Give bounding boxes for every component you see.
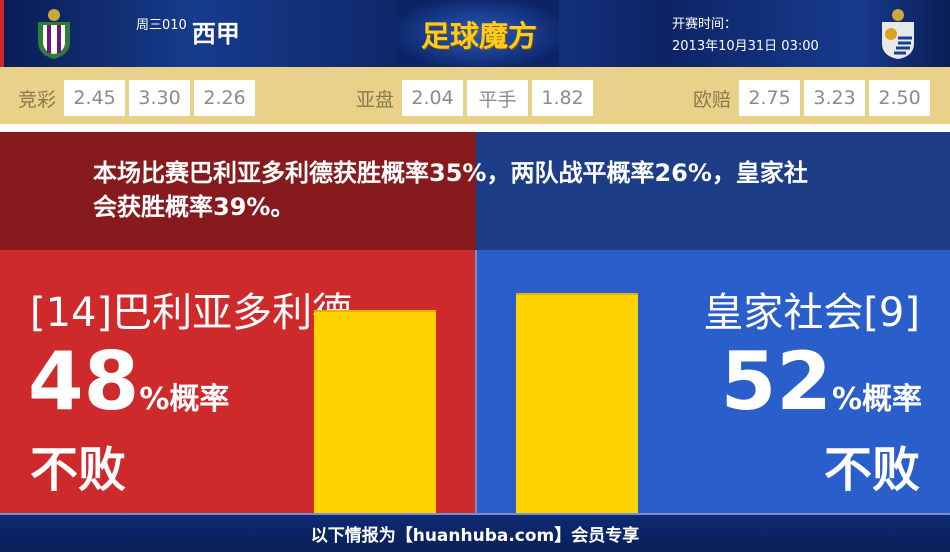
odds-group-jingcai: 竞彩 2.45 3.30 2.26	[18, 80, 256, 116]
home-probability-bar	[314, 309, 436, 513]
odds-value: 3.30	[129, 80, 191, 116]
away-team-name: 皇家社会[9]	[703, 290, 920, 336]
odds-group-yapan: 亚盘 2.04 平手 1.82	[356, 80, 594, 116]
match-header: 周三010 西甲 足球魔方 开赛时间： 2013年10月31日 03:00	[0, 0, 950, 67]
away-outcome-label: 不败	[823, 442, 920, 498]
odds-label: 欧赔	[693, 88, 732, 111]
odds-value: 2.75	[739, 80, 801, 116]
kickoff-info: 开赛时间： 2013年10月31日 03:00	[672, 14, 819, 58]
home-percent-value: 48	[28, 335, 140, 428]
odds-label: 亚盘	[356, 88, 395, 111]
summary-banner: 本场比赛巴利亚多利德获胜概率35%，两队战平概率26%，皇家社会获胜概率39%。	[0, 132, 950, 250]
odds-value: 1.82	[532, 80, 594, 116]
away-percent-value: 52	[720, 335, 832, 428]
away-percent: 52%概率	[721, 335, 922, 428]
home-outcome-label: 不败	[30, 442, 127, 498]
away-percent-suffix: %概率	[831, 382, 922, 417]
odds-value: 2.50	[869, 80, 931, 116]
league-info: 周三010 西甲	[136, 14, 240, 49]
away-probability-bar	[516, 293, 638, 513]
member-footer: 以下情报为【huanhuba.com】会员专享	[0, 513, 950, 552]
match-code: 周三010	[136, 18, 187, 33]
home-team-name: [14]巴利亚多利德	[30, 290, 353, 336]
real-sociedad-crest-icon	[882, 9, 914, 59]
valladolid-crest-icon	[38, 9, 70, 59]
odds-value: 2.26	[194, 80, 256, 116]
home-percent-suffix: %概率	[139, 382, 230, 417]
odds-label: 竞彩	[18, 88, 57, 111]
odds-bar: 竞彩 2.45 3.30 2.26 亚盘 2.04 平手 1.82 欧赔 2.7…	[0, 67, 950, 128]
odds-value: 平手	[467, 80, 529, 116]
kickoff-label: 开赛时间：	[672, 17, 738, 32]
summary-text: 本场比赛巴利亚多利德获胜概率35%，两队战平概率26%，皇家社会获胜概率39%。	[93, 159, 808, 221]
odds-value: 2.04	[402, 80, 464, 116]
odds-value: 3.23	[804, 80, 866, 116]
home-percent: 48%概率	[28, 335, 229, 428]
league-name: 西甲	[191, 20, 240, 48]
odds-value: 2.45	[64, 80, 126, 116]
kickoff-time: 2013年10月31日 03:00	[672, 39, 819, 54]
probability-panel: [14]巴利亚多利德 48%概率 不败 皇家社会[9] 52%概率 不败	[0, 250, 950, 513]
odds-group-oupei: 欧赔 2.75 3.23 2.50	[693, 80, 931, 116]
brand-logo: 足球魔方	[399, 0, 559, 67]
